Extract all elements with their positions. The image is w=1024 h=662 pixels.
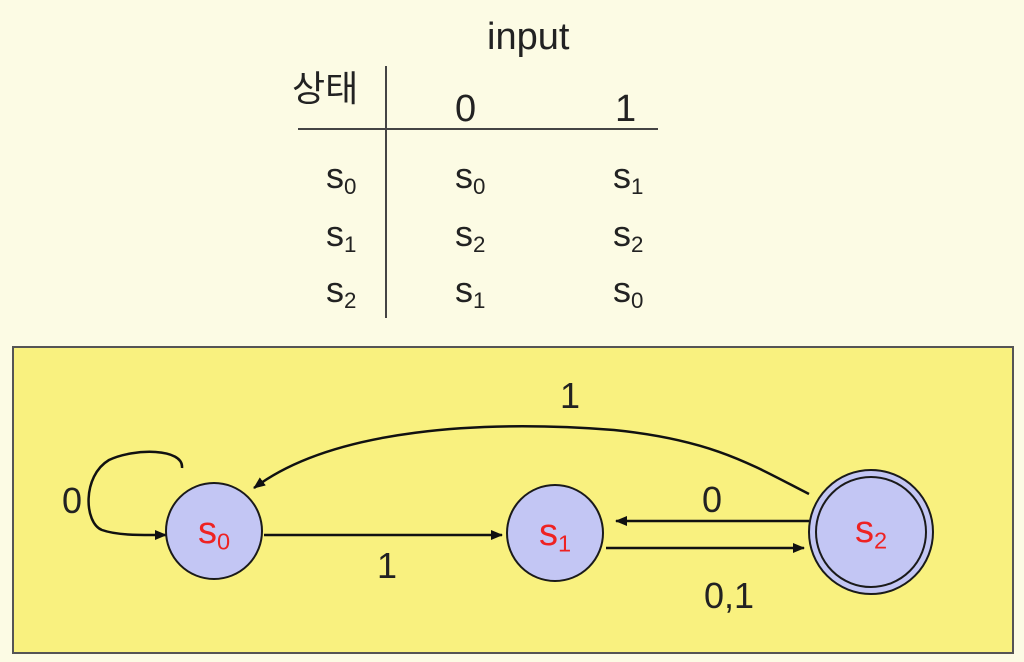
table-row-state-cell: s2	[326, 269, 357, 314]
table-column-rule	[385, 66, 387, 318]
table-column-1: 1	[615, 88, 637, 130]
edge-label-s0-s1: 1	[376, 545, 398, 586]
edge-label-s1-s2: 0,1	[703, 575, 755, 616]
state-diagram-panel: s0 s1 s2 0 1 0,1 0 1	[12, 346, 1014, 654]
state-diagram-canvas	[87, 425, 934, 595]
table-row-state-cell: s0	[326, 155, 357, 200]
state-node-s0	[165, 482, 263, 580]
state-label-s1: s1	[538, 511, 572, 557]
table-next-state-cell: s1	[455, 269, 486, 314]
state-node-s2-inner	[815, 476, 927, 588]
state-label-s2: s2	[854, 508, 888, 554]
table-header-rule	[298, 128, 658, 130]
table-row-state-cell: s1	[326, 213, 357, 258]
table-next-state-cell: s0	[613, 269, 644, 314]
state-node-s1	[506, 484, 604, 582]
table-next-state-cell: s0	[455, 155, 486, 200]
edge-label-s2-s0: 1	[559, 375, 581, 416]
table-input-header: input	[487, 16, 570, 58]
table-state-header: 상태	[292, 69, 359, 110]
edge-s0-self-loop	[87, 450, 184, 541]
table-column-0: 0	[455, 88, 477, 130]
table-next-state-cell: s2	[455, 213, 486, 258]
state-label-s0: s0	[197, 509, 231, 555]
edge-label-s2-s1: 0	[701, 479, 723, 520]
table-next-state-cell: s1	[613, 155, 644, 200]
table-next-state-cell: s2	[613, 213, 644, 258]
edge-s2-to-s0	[253, 425, 810, 496]
edge-label-s0-self: 0	[61, 480, 83, 521]
